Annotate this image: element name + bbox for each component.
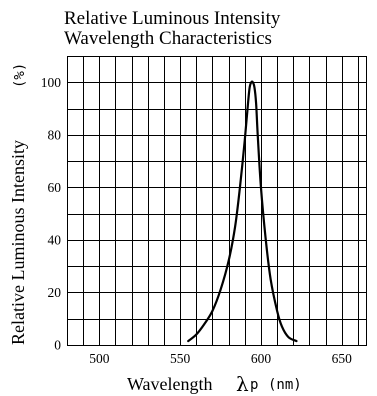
y-axis-label-text: Relative Luminous Intensity — [8, 140, 28, 345]
x-axis-label-unit: (nm) — [268, 377, 302, 393]
y-tick-label: 100 — [41, 75, 62, 90]
grid — [67, 56, 366, 345]
x-axis-label-symbol: λ — [236, 372, 249, 396]
x-axis-label-text: Wavelength — [127, 374, 213, 394]
y-axis-label-unit: (%) — [12, 63, 28, 88]
x-tick-label: 600 — [251, 351, 272, 366]
plot-frame — [66, 55, 368, 347]
x-tick-label: 550 — [170, 351, 191, 366]
chart-title-line-1: Relative Luminous Intensity — [64, 8, 281, 29]
x-axis-label-subscript: p — [250, 377, 258, 393]
y-tick-label: 40 — [48, 232, 62, 247]
x-tick-labels: 500 550 600 650 — [89, 351, 352, 366]
x-axis-label: Wavelength λ p (nm) — [127, 372, 302, 396]
plot-border — [66, 55, 368, 347]
series-line — [187, 80, 298, 343]
x-tick-label: 650 — [332, 351, 353, 366]
y-tick-labels: 0 20 40 60 80 100 — [41, 75, 62, 353]
chart-title-line-2: Wavelength Characteristics — [64, 28, 272, 49]
y-tick-label: 20 — [48, 285, 62, 300]
y-tick-label: 80 — [48, 127, 62, 142]
chart-title: Relative Luminous Intensity Wavelength C… — [64, 8, 281, 49]
y-tick-label: 0 — [54, 338, 61, 353]
x-tick-label: 500 — [89, 351, 110, 366]
y-tick-label: 60 — [48, 180, 62, 195]
y-axis-label: Relative Luminous Intensity (%) — [8, 63, 28, 345]
series-group — [187, 80, 298, 343]
